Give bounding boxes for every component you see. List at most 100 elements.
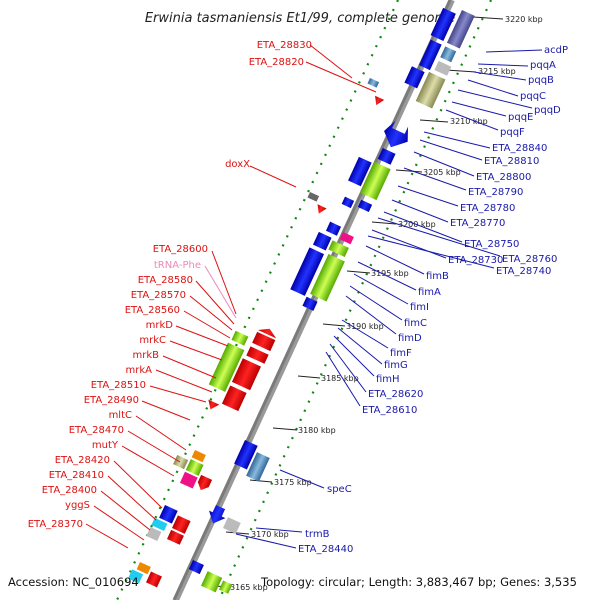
gene-label-acdP[interactable]: acdP	[544, 45, 568, 56]
gene-label-fimH[interactable]: fimH	[376, 374, 400, 385]
gene-label-speC[interactable]: speC	[327, 484, 352, 495]
gene-label-ETA_28760[interactable]: ETA_28760	[502, 254, 557, 265]
gene-label-ETA_28490[interactable]: ETA_28490	[84, 395, 139, 406]
gene-label-ETA_28600[interactable]: ETA_28600	[153, 244, 208, 255]
accession-text: Accession: NC_010694	[8, 575, 139, 589]
gene-label-mrkD[interactable]: mrkD	[146, 320, 174, 331]
gene-label-fimB[interactable]: fimB	[426, 271, 449, 282]
gene-label-ETA_28840[interactable]: ETA_28840	[492, 143, 547, 154]
gene-label-mrkC[interactable]: mrkC	[139, 335, 166, 346]
gene-label-ETA_28570[interactable]: ETA_28570	[131, 290, 186, 301]
gene-label-ETA_28740[interactable]: ETA_28740	[496, 266, 551, 277]
tick-mark-3185	[297, 375, 321, 379]
gene-label-ETA_28610[interactable]: ETA_28610	[362, 405, 417, 416]
gene-label-ETA_28410[interactable]: ETA_28410	[49, 470, 104, 481]
callout-line-mutY	[121, 445, 175, 477]
gene-label-fimC[interactable]: fimC	[404, 318, 427, 329]
callout-line-fimH	[333, 335, 375, 377]
callout-line-ETA_28740	[367, 235, 495, 269]
gene-label-fimD[interactable]: fimD	[398, 333, 422, 344]
gene-block-mltC-region	[173, 450, 213, 491]
gene-label-ETA_28770[interactable]: ETA_28770	[450, 218, 505, 229]
gene-label-trmB[interactable]: trmB	[305, 529, 330, 540]
callout-line-ETA_28400	[100, 490, 151, 531]
gene-label-ETA_28790[interactable]: ETA_28790	[468, 187, 523, 198]
gene-block-ETA_28830	[367, 78, 385, 106]
callout-line-speC	[279, 469, 325, 489]
callout-line-ETA_28600	[211, 250, 237, 315]
gene-label-fimG[interactable]: fimG	[384, 360, 408, 371]
callout-line-pqqD	[457, 89, 533, 109]
gene-label-ETA_28440[interactable]: ETA_28440	[298, 544, 353, 555]
gene-label-ETA_28560[interactable]: ETA_28560	[125, 305, 180, 316]
callout-line-ETA_28790	[403, 167, 467, 191]
gene-label-ETA_28470[interactable]: ETA_28470	[69, 425, 124, 436]
gene-label-ETA_28800[interactable]: ETA_28800	[476, 172, 531, 183]
gene-label-ETA_28400[interactable]: ETA_28400	[42, 485, 97, 496]
gene-label-pqqF[interactable]: pqqF	[500, 127, 525, 138]
forward-strand-genes	[188, 7, 475, 594]
gene-label-fimF[interactable]: fimF	[390, 348, 412, 359]
gene-label-ETA_28830[interactable]: ETA_28830	[257, 40, 312, 51]
callout-line-ETA_28750	[383, 211, 463, 243]
tick-label-3170: 3170 kbp	[251, 530, 289, 539]
gene-label-ETA_28820[interactable]: ETA_28820	[249, 57, 304, 68]
tick-mark-3170	[225, 531, 250, 535]
callout-line-fimI	[353, 273, 409, 305]
gene-label-ETA_28750[interactable]: ETA_28750	[464, 239, 519, 250]
tick-mark-3175	[249, 479, 273, 483]
gene-block-bottom-reverse	[128, 562, 162, 588]
left-callouts: ETA_28830 ETA_28820 doxX ETA_28600 tRNA-…	[28, 40, 377, 549]
gene-label-yggS[interactable]: yggS	[65, 500, 90, 511]
gene-label-pqqD[interactable]: pqqD	[534, 105, 561, 116]
gene-label-pqqA[interactable]: pqqA	[530, 60, 556, 71]
gene-label-pqqB[interactable]: pqqB	[528, 75, 554, 86]
gene-label-ETA_28810[interactable]: ETA_28810	[484, 156, 539, 167]
gene-label-fimA[interactable]: fimA	[418, 287, 441, 298]
gene-label-mrkA[interactable]: mrkA	[126, 365, 153, 376]
gene-label-ETA_28370[interactable]: ETA_28370	[28, 519, 83, 530]
gene-label-pqqC[interactable]: pqqC	[520, 91, 546, 102]
callout-line-ETA_28800	[413, 151, 475, 177]
callout-line-pqqA	[477, 63, 529, 67]
right-callouts: acdP pqqA pqqB pqqC pqqD pqqE pqqF ETA_2…	[235, 45, 568, 555]
callout-line-ETA_28610	[325, 351, 361, 407]
gene-label-ETA_28580[interactable]: ETA_28580	[138, 275, 193, 286]
gene-block-speC	[234, 440, 270, 482]
callout-line-ETA_28580	[195, 280, 235, 325]
gene-label-mutY[interactable]: mutY	[92, 440, 119, 451]
gene-label-pqqE[interactable]: pqqE	[508, 112, 533, 123]
callout-line-ETA_28420	[113, 460, 163, 509]
tick-label-3205: 3205 kbp	[423, 168, 461, 177]
gene-label-ETA_28620[interactable]: ETA_28620	[368, 389, 423, 400]
gene-label-ETA_28510[interactable]: ETA_28510	[91, 380, 146, 391]
gene-label-ETA_28780[interactable]: ETA_28780	[460, 203, 515, 214]
gene-label-mltC[interactable]: mltC	[109, 410, 132, 421]
gene-label-fimI[interactable]: fimI	[410, 302, 429, 313]
callout-line-tRNA-Phe	[204, 265, 237, 319]
tick-mark-3215	[445, 69, 477, 73]
tick-label-3165: 3165 kbp	[230, 583, 268, 592]
tick-mark-3195	[346, 270, 371, 274]
callout-line-pqqE	[451, 101, 507, 117]
gene-block-mrk-region	[208, 328, 277, 412]
callout-line-ETA_28830	[309, 44, 353, 79]
tick-label-3185: 3185 kbp	[321, 374, 359, 383]
callout-line-ETA_28810	[419, 139, 483, 161]
callout-line-mrkA	[155, 369, 213, 393]
callout-line-ETA_28820	[305, 61, 377, 93]
gene-label-ETA_28420[interactable]: ETA_28420	[55, 455, 110, 466]
gene-label-doxX[interactable]: doxX	[225, 159, 250, 170]
callout-line-fimD	[345, 295, 397, 335]
callout-line-ETA_28770	[391, 199, 449, 223]
callout-line-ETA_28470	[127, 430, 181, 463]
gene-block-trmB	[209, 505, 241, 534]
gene-label-ETA_28730[interactable]: ETA_28730	[448, 255, 503, 266]
callout-line-fimB	[365, 245, 425, 275]
map-title: Erwinia tasmaniensis Et1/99, complete ge…	[145, 11, 455, 26]
gene-label-mrkB[interactable]: mrkB	[132, 350, 159, 361]
gene-label-tRNA-Phe[interactable]: tRNA-Phe	[154, 260, 201, 271]
backbone-shadow	[173, 0, 455, 600]
